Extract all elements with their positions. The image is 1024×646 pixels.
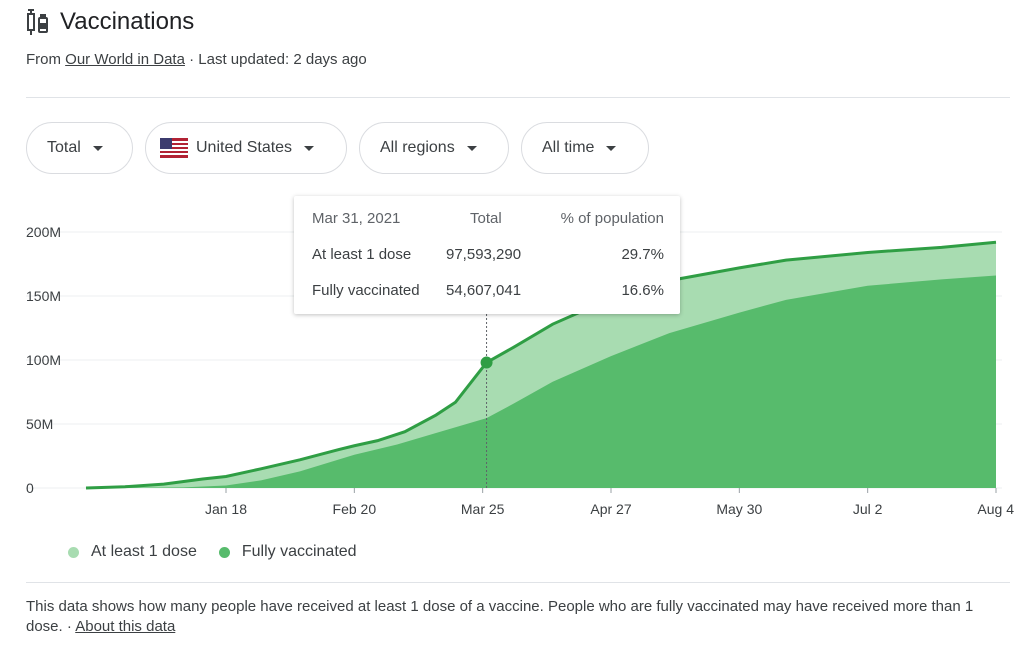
filter-chips: Total United States All regions All time — [26, 122, 649, 174]
legend-label: At least 1 dose — [91, 543, 197, 560]
x-tick-label: Feb 20 — [333, 501, 377, 517]
tooltip-row: At least 1 dose 97,593,290 29.7% — [294, 246, 680, 270]
tooltip-date: Mar 31, 2021 — [312, 210, 401, 227]
chart-legend: At least 1 dose Fully vaccinated — [68, 543, 379, 561]
x-tick-label: Jan 18 — [205, 501, 247, 517]
legend-dot-icon — [218, 546, 230, 558]
page-title: Vaccinations — [60, 8, 195, 35]
y-tick-label: 50M — [26, 416, 53, 432]
hover-point — [480, 356, 493, 369]
dropdown-caret-icon — [606, 145, 617, 151]
tooltip-row-label: At least 1 dose — [312, 246, 412, 263]
metric-dropdown-label: Total — [47, 139, 81, 156]
y-tick-label: 0 — [26, 480, 34, 496]
y-tick-label: 150M — [26, 288, 61, 304]
tooltip-row-pct: 29.7% — [621, 246, 664, 263]
at-least-one-dose-line — [85, 240, 997, 490]
us-flag-icon — [160, 138, 188, 158]
metric-dropdown[interactable]: Total — [26, 122, 133, 174]
tooltip-col-pct: % of population — [560, 210, 664, 227]
vaccine-syringe-icon — [27, 9, 48, 35]
legend-label: Fully vaccinated — [241, 543, 357, 560]
footer-divider — [26, 582, 1010, 583]
x-axis-ticks: Jan 18 Feb 20 Mar 25 Apr 27 May 30 Jul 2 Aug 4 — [205, 488, 1014, 517]
header-divider — [26, 97, 1010, 98]
dropdown-caret-icon — [466, 145, 477, 151]
tooltip-row-total: 97,593,290 — [446, 246, 522, 263]
about-data-link[interactable]: About this data — [75, 618, 176, 635]
x-tick-label: Jul 2 — [853, 501, 883, 517]
tooltip-row-total: 54,607,041 — [446, 282, 522, 299]
country-dropdown-label: United States — [196, 139, 293, 156]
fully-vaccinated-area — [86, 275, 996, 488]
tooltip-row: Fully vaccinated 54,607,041 16.6% — [294, 282, 680, 306]
x-tick-label: Mar 25 — [461, 501, 505, 517]
header: Vaccinations — [26, 8, 194, 36]
last-updated: · Last updated: 2 days ago — [189, 51, 367, 68]
x-tick-label: Apr 27 — [590, 501, 631, 517]
dropdown-caret-icon — [304, 145, 315, 151]
footer-text: This data shows how many people have rec… — [26, 598, 974, 635]
country-dropdown[interactable]: United States — [145, 122, 347, 174]
footer-separator: · — [66, 618, 72, 635]
time-range-dropdown[interactable]: All time — [521, 122, 649, 174]
tooltip-row-pct: 16.6% — [621, 282, 664, 299]
legend-item-at-least-one[interactable]: At least 1 dose — [68, 543, 197, 561]
x-tick-label: May 30 — [716, 501, 762, 517]
tooltip-col-total: Total — [470, 210, 502, 227]
source-link[interactable]: Our World in Data — [65, 51, 185, 68]
x-tick-label: Aug 4 — [977, 501, 1014, 517]
legend-dot-icon — [68, 546, 79, 558]
footer-note: This data shows how many people have rec… — [26, 597, 1006, 637]
dropdown-caret-icon — [92, 145, 103, 151]
region-dropdown-label: All regions — [380, 139, 455, 156]
region-dropdown[interactable]: All regions — [359, 122, 509, 174]
source-line: From Our World in Data · Last updated: 2… — [26, 51, 367, 68]
tooltip-header-row: Mar 31, 2021 Total % of population — [294, 210, 680, 234]
source-prefix: From — [26, 51, 61, 68]
y-tick-label: 100M — [26, 352, 61, 368]
tooltip-row-label: Fully vaccinated — [312, 282, 420, 299]
time-range-dropdown-label: All time — [542, 139, 595, 156]
y-tick-label: 200M — [26, 224, 61, 240]
y-axis-ticks: 0 50M 100M 150M 200M — [26, 224, 61, 496]
legend-item-fully[interactable]: Fully vaccinated — [218, 543, 357, 561]
data-tooltip: Mar 31, 2021 Total % of population At le… — [294, 196, 680, 314]
